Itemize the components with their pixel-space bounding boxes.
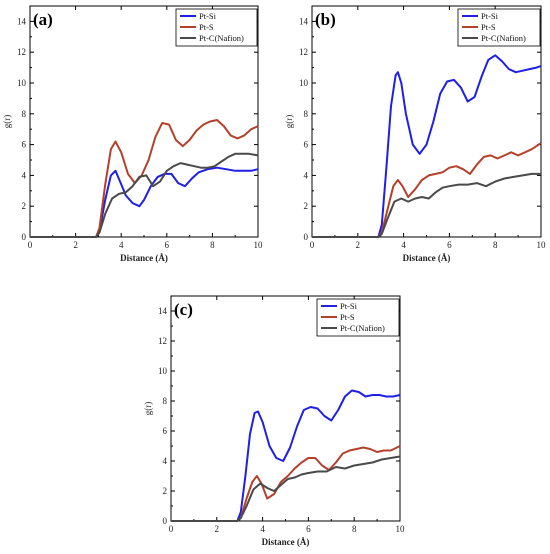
chart-panel-b: 0 2 4 6 8 10 0 2 4 6 8 10 12 14 Distance (Å) g(r) (b) Pt-… <box>284 5 547 263</box>
series-line-pt-c-nafion <box>312 172 541 238</box>
legend-label: Pt-S <box>340 312 355 322</box>
legend-label: Pt-S <box>199 22 214 32</box>
x-tick-label: 0 <box>310 240 315 250</box>
y-tick-label: 12 <box>158 336 167 346</box>
y-axis-title: g(r) <box>2 115 12 129</box>
series-line-pt-c-nafion <box>30 152 259 238</box>
series-line-pt-c-nafion <box>171 455 401 522</box>
legend-label: Pt-C(Nafion) <box>340 323 385 333</box>
y-tick-label: 10 <box>299 78 309 88</box>
x-tick-label: 4 <box>119 240 124 250</box>
x-tick-label: 10 <box>396 524 406 534</box>
x-tick-label: 6 <box>306 524 311 534</box>
y-tick-label: 0 <box>163 516 168 526</box>
series-line-pt-s <box>30 119 259 238</box>
y-tick-label: 0 <box>304 232 309 242</box>
series-line-pt-si <box>312 54 542 238</box>
y-tick-label: 10 <box>17 78 27 88</box>
chart-panel-a: 0 2 4 6 8 10 0 2 4 6 8 10 12 14 Distance (Å) g(r) (a) Pt-… <box>2 5 264 263</box>
x-tick-label: 2 <box>73 240 78 250</box>
y-tick-label: 6 <box>163 426 168 436</box>
x-tick-label: 6 <box>165 240 170 250</box>
y-axis-title: g(r) <box>143 402 153 416</box>
y-tick-label: 8 <box>163 396 168 406</box>
x-tick-label: 10 <box>254 240 264 250</box>
x-tick-label: 4 <box>401 240 406 250</box>
x-tick-label: 8 <box>352 524 357 534</box>
y-tick-label: 4 <box>22 170 27 180</box>
x-tick-label: 8 <box>210 240 215 250</box>
y-tick-label: 4 <box>163 456 168 466</box>
x-tick-label: 2 <box>215 524 220 534</box>
legend-label: Pt-C(Nafion) <box>199 33 244 43</box>
x-tick-label: 6 <box>447 240 452 250</box>
y-tick-label: 14 <box>299 16 309 26</box>
series-line-pt-s <box>171 445 401 522</box>
x-tick-label: 8 <box>493 240 498 250</box>
chart-panel-c: 0 2 4 6 8 10 0 2 4 6 8 10 12 14 Distance (Å) g(r) (c) Pt-… <box>143 295 406 547</box>
x-tick-label: 2 <box>356 240 361 250</box>
series-line-pt-si <box>30 166 259 238</box>
panel-label: (b) <box>315 10 336 29</box>
y-tick-label: 8 <box>22 109 27 119</box>
y-tick-label: 8 <box>304 109 309 119</box>
x-tick-label: 0 <box>28 240 33 250</box>
y-tick-label: 14 <box>17 16 27 26</box>
y-tick-label: 12 <box>299 47 308 57</box>
y-tick-label: 6 <box>22 140 27 150</box>
x-axis-title: Distance (Å) <box>120 253 168 263</box>
x-tick-label: 10 <box>537 240 547 250</box>
x-axis-title: Distance (Å) <box>262 537 310 547</box>
y-tick-label: 12 <box>17 47 26 57</box>
y-tick-label: 2 <box>304 201 309 211</box>
legend-label: Pt-Si <box>481 11 499 21</box>
series-line-pt-s <box>312 142 542 238</box>
y-axis-title: g(r) <box>284 115 294 129</box>
legend-label: Pt-S <box>481 22 496 32</box>
y-tick-label: 10 <box>158 366 168 376</box>
panel-label: (c) <box>174 300 193 319</box>
y-tick-label: 2 <box>22 201 27 211</box>
x-axis-title: Distance (Å) <box>403 253 451 263</box>
y-tick-label: 14 <box>158 306 168 316</box>
y-tick-label: 4 <box>304 170 309 180</box>
legend-label: Pt-C(Nafion) <box>481 33 526 43</box>
legend-label: Pt-Si <box>199 11 217 21</box>
x-tick-label: 0 <box>169 524 174 534</box>
y-tick-label: 6 <box>304 140 309 150</box>
panel-label: (a) <box>33 10 53 29</box>
y-tick-label: 0 <box>22 232 27 242</box>
y-tick-label: 2 <box>163 486 168 496</box>
series-line-pt-si <box>171 389 401 522</box>
legend-label: Pt-Si <box>340 301 358 311</box>
x-tick-label: 4 <box>260 524 265 534</box>
